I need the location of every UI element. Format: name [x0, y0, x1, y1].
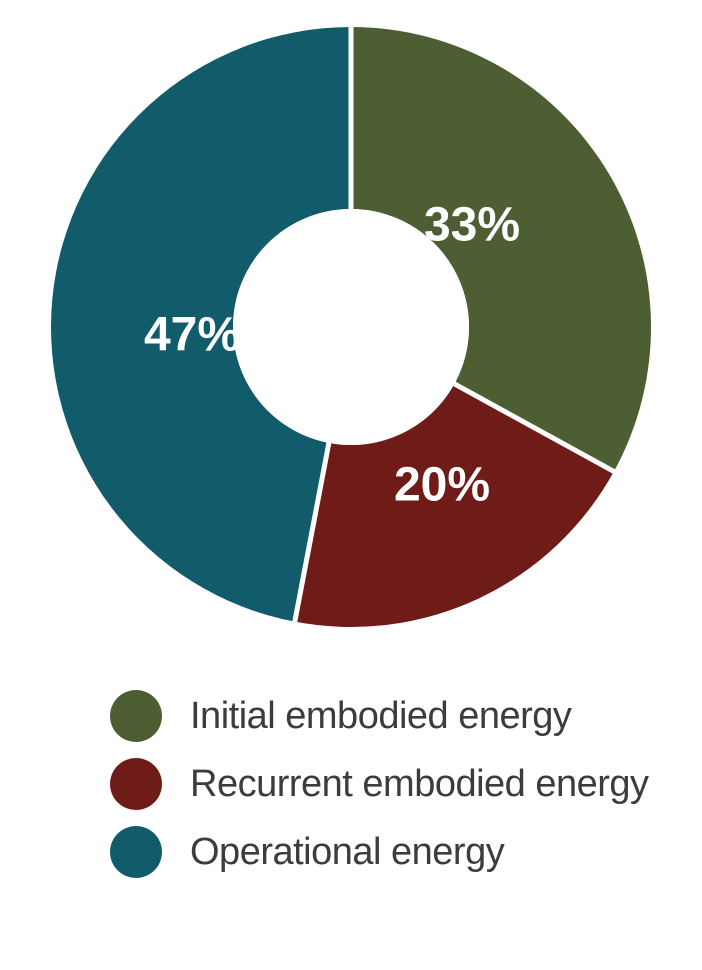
- legend-swatch: [110, 690, 162, 742]
- legend-swatch: [110, 758, 162, 810]
- donut-chart: 33% 20% 47%: [42, 18, 660, 636]
- legend-label: Operational energy: [190, 831, 504, 874]
- slice-label-operational: 47%: [144, 309, 240, 362]
- slice-label-initial: 33%: [424, 199, 520, 252]
- slice-label-recurrent: 20%: [394, 459, 490, 512]
- legend-item: Operational energy: [110, 826, 649, 878]
- legend-item: Initial embodied energy: [110, 690, 649, 742]
- chart-root: 33% 20% 47% Initial embodied energy Recurre…: [0, 0, 702, 970]
- legend: Initial embodied energy Recurrent embodie…: [110, 690, 649, 878]
- legend-label: Recurrent embodied energy: [190, 763, 649, 806]
- legend-item: Recurrent embodied energy: [110, 758, 649, 810]
- legend-swatch: [110, 826, 162, 878]
- legend-label: Initial embodied energy: [190, 695, 571, 738]
- donut-svg: 33% 20% 47%: [42, 18, 660, 636]
